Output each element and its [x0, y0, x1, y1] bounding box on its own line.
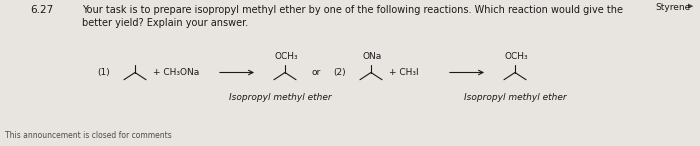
- Text: or: or: [311, 68, 321, 77]
- Text: Your task is to prepare isopropyl methyl ether by one of the following reactions: Your task is to prepare isopropyl methyl…: [82, 5, 623, 28]
- Text: 6.27: 6.27: [30, 5, 53, 15]
- Text: Styrene: Styrene: [655, 3, 690, 12]
- Text: ONa: ONa: [363, 52, 382, 61]
- Text: + CH₃ONa: + CH₃ONa: [153, 68, 200, 77]
- Text: (1): (1): [97, 68, 110, 77]
- Text: This announcement is closed for comments: This announcement is closed for comments: [5, 131, 172, 140]
- Text: Isopropyl methyl ether: Isopropyl methyl ether: [229, 93, 331, 102]
- Text: OCH₃: OCH₃: [274, 52, 298, 61]
- Text: OCH₃: OCH₃: [504, 52, 528, 61]
- Text: ▶: ▶: [687, 3, 693, 9]
- Text: (2): (2): [333, 68, 346, 77]
- Text: Isopropyl methyl ether: Isopropyl methyl ether: [463, 93, 566, 102]
- Text: + CH₃I: + CH₃I: [389, 68, 419, 77]
